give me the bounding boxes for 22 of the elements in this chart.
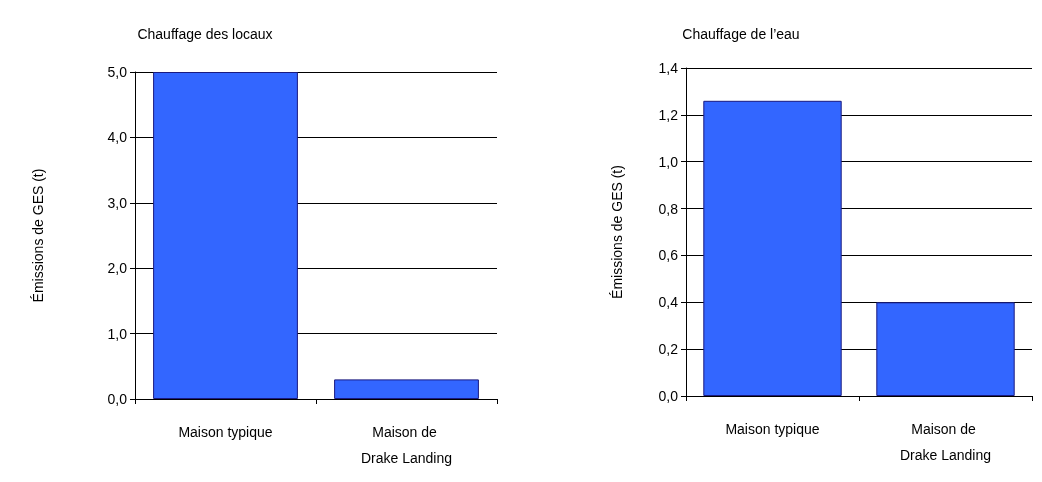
x-tick-label: Maison typique <box>725 421 820 437</box>
y-tick-label: 3,0 <box>107 194 128 211</box>
x-tick-label: Maison de Drake Landing <box>899 421 992 463</box>
chart-title: Chauffage des locaux <box>137 26 273 42</box>
y-tick-label: 1,2 <box>658 106 679 123</box>
y-tick-label: 1,0 <box>658 153 679 170</box>
y-tick-label: 4,0 <box>107 129 128 146</box>
y-tick-label: 0,2 <box>658 341 679 358</box>
y-tick-label: 0,6 <box>658 247 679 264</box>
chart-title: Chauffage de l’eau <box>682 26 800 42</box>
x-tick-label: Maison de Drake Landing <box>360 424 453 466</box>
y-tick-label: 2,0 <box>107 260 128 277</box>
y-tick-label: 1,0 <box>107 325 128 342</box>
y-tick-label: 0,0 <box>658 388 679 404</box>
y-tick-label: 0,4 <box>658 294 679 311</box>
x-tick-label: Maison typique <box>178 424 273 440</box>
y-tick-label: 0,8 <box>658 200 679 217</box>
y-axis-title: Émissions de GES (t) <box>609 165 625 299</box>
y-axis-title: Émissions de GES (t) <box>30 168 46 303</box>
y-tick-label: 0,0 <box>107 391 128 407</box>
y-tick-label: 5,0 <box>107 64 128 80</box>
y-tick-label: 1,4 <box>658 60 679 76</box>
